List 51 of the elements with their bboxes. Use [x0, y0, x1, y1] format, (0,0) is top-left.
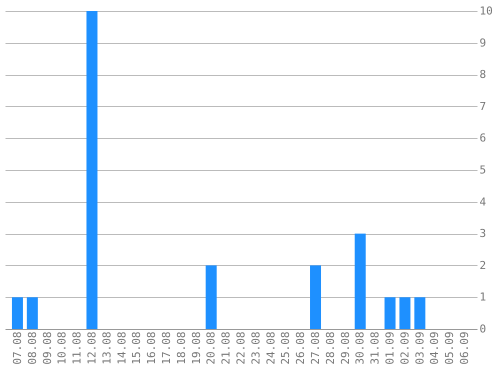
x-tick-label: 13.08	[100, 332, 114, 365]
x-tick-label: 14.08	[115, 332, 128, 365]
y-tick-label: 1	[480, 290, 486, 304]
x-tick-label: 20.08	[204, 332, 218, 365]
x-tick-label: 11.08	[70, 332, 84, 365]
bar	[310, 265, 322, 329]
x-tick-label: 28.08	[324, 332, 337, 365]
bar	[384, 297, 396, 329]
y-tick-label: 5	[480, 164, 486, 176]
x-tick-label: 02.09	[398, 332, 412, 365]
x-tick-label: 09.08	[40, 332, 54, 365]
x-tick-label: 10.08	[56, 332, 69, 365]
x-tick-label: 06.09	[458, 332, 472, 365]
x-tick-label: 05.09	[443, 332, 456, 365]
y-tick-label: 0	[480, 322, 486, 336]
x-tick-label: 04.09	[428, 332, 442, 365]
x-tick-label: 23.08	[249, 332, 262, 365]
x-tick-label: 24.08	[264, 332, 278, 365]
x-tick-label: 01.09	[384, 332, 397, 365]
bar	[414, 297, 426, 329]
x-tick-label: 03.09	[413, 332, 426, 365]
y-tick-label: 6	[480, 132, 486, 145]
x-tick-label: 19.08	[190, 332, 203, 365]
bar	[26, 297, 38, 329]
x-tick-label: 15.08	[130, 332, 144, 365]
bar	[12, 297, 23, 329]
y-tick-label: 7	[480, 100, 486, 113]
bar	[86, 11, 98, 329]
y-tick-label: 8	[480, 68, 486, 82]
x-tick-label: 12.08	[85, 332, 98, 365]
x-tick-label: 25.08	[279, 332, 292, 365]
x-tick-label: 21.08	[220, 332, 233, 365]
bar	[399, 297, 410, 329]
bar	[206, 265, 217, 329]
x-tick-label: 08.08	[26, 332, 39, 365]
bar	[354, 234, 366, 329]
y-tick-label: 4	[480, 195, 486, 208]
x-tick-label: 27.08	[309, 332, 322, 365]
x-tick-label: 17.08	[160, 332, 173, 365]
x-tick-label: 16.08	[145, 332, 158, 365]
x-tick-label: 22.08	[234, 332, 248, 365]
x-tick-label: 07.08	[10, 332, 24, 365]
x-tick-label: 29.08	[338, 332, 352, 365]
x-tick-label: 18.08	[174, 332, 188, 365]
x-tick-label: 26.08	[294, 332, 308, 365]
y-tick-label: 3	[480, 227, 486, 240]
y-tick-label: 9	[480, 36, 486, 50]
y-tick-label: 2	[480, 258, 486, 272]
y-tick-label: 10	[480, 4, 493, 18]
x-tick-label: 31.08	[368, 332, 382, 365]
x-tick-label: 30.08	[354, 332, 367, 365]
